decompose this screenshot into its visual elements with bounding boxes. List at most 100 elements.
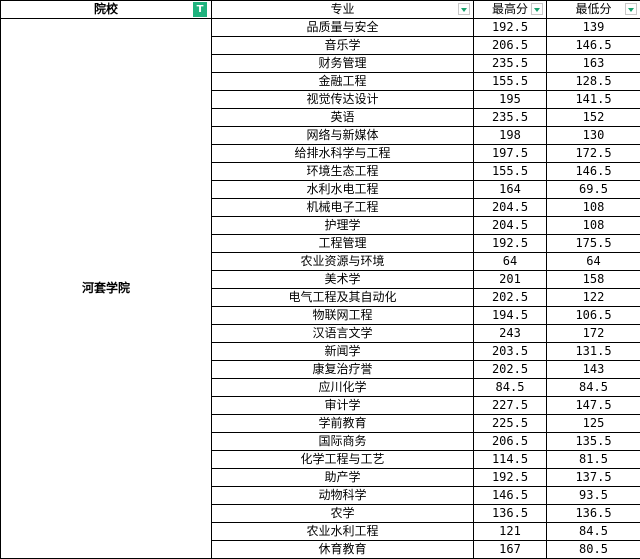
cell-major[interactable]: 音乐学: [211, 36, 474, 55]
cell-major[interactable]: 化学工程与工艺: [211, 450, 474, 469]
cell-major[interactable]: 应川化学: [211, 378, 474, 397]
cell-major[interactable]: 电气工程及其自动化: [211, 288, 474, 307]
cell-major[interactable]: 学前教育: [211, 414, 474, 433]
cell-major[interactable]: 给排水科学与工程: [211, 144, 474, 163]
cell-min-score[interactable]: 146.5: [546, 162, 640, 181]
cell-major[interactable]: 新闻学: [211, 342, 474, 361]
cell-min-score[interactable]: 146.5: [546, 36, 640, 55]
cell-max-score[interactable]: 114.5: [473, 450, 547, 469]
cell-max-score[interactable]: 195: [473, 90, 547, 109]
cell-major[interactable]: 网络与新媒体: [211, 126, 474, 145]
cell-min-score[interactable]: 158: [546, 270, 640, 289]
cell-max-score[interactable]: 197.5: [473, 144, 547, 163]
filter-dropdown-icon[interactable]: [458, 3, 470, 15]
cell-min-score[interactable]: 137.5: [546, 468, 640, 487]
cell-max-score[interactable]: 202.5: [473, 360, 547, 379]
cell-major[interactable]: 水利水电工程: [211, 180, 474, 199]
header-school-label: 院校: [93, 2, 118, 16]
cell-major[interactable]: 休育教育: [211, 540, 474, 559]
cell-max-score[interactable]: 192.5: [473, 468, 547, 487]
cell-major[interactable]: 视觉传达设计: [211, 90, 474, 109]
cell-max-score[interactable]: 146.5: [473, 486, 547, 505]
filter-active-icon[interactable]: T: [193, 2, 207, 17]
cell-major[interactable]: 审计学: [211, 396, 474, 415]
cell-min-score[interactable]: 81.5: [546, 450, 640, 469]
cell-max-score[interactable]: 204.5: [473, 198, 547, 217]
filter-dropdown-icon[interactable]: [531, 3, 543, 15]
cell-min-score[interactable]: 141.5: [546, 90, 640, 109]
cell-min-score[interactable]: 84.5: [546, 522, 640, 541]
cell-min-score[interactable]: 172: [546, 324, 640, 343]
cell-max-score[interactable]: 202.5: [473, 288, 547, 307]
cell-major[interactable]: 农业资源与环境: [211, 252, 474, 271]
cell-min-score[interactable]: 125: [546, 414, 640, 433]
cell-major[interactable]: 环境生态工程: [211, 162, 474, 181]
cell-min-score[interactable]: 69.5: [546, 180, 640, 199]
cell-max-score[interactable]: 225.5: [473, 414, 547, 433]
cell-major[interactable]: 农业水利工程: [211, 522, 474, 541]
cell-min-score[interactable]: 93.5: [546, 486, 640, 505]
cell-major[interactable]: 物联网工程: [211, 306, 474, 325]
cell-major[interactable]: 国际商务: [211, 432, 474, 451]
cell-major[interactable]: 金融工程: [211, 72, 474, 91]
cell-min-score[interactable]: 136.5: [546, 504, 640, 523]
cell-major[interactable]: 康复治疗誉: [211, 360, 474, 379]
cell-max-score[interactable]: 164: [473, 180, 547, 199]
cell-max-score[interactable]: 206.5: [473, 432, 547, 451]
cell-max-score[interactable]: 192.5: [473, 18, 547, 37]
cell-major[interactable]: 英语: [211, 108, 474, 127]
cell-max-score[interactable]: 121: [473, 522, 547, 541]
cell-max-score[interactable]: 235.5: [473, 54, 547, 73]
cell-min-score[interactable]: 130: [546, 126, 640, 145]
cell-max-score[interactable]: 136.5: [473, 504, 547, 523]
cell-min-score[interactable]: 84.5: [546, 378, 640, 397]
cell-min-score[interactable]: 106.5: [546, 306, 640, 325]
cell-major[interactable]: 工程管理: [211, 234, 474, 253]
cell-school[interactable]: 河套学院: [0, 18, 212, 559]
cell-max-score[interactable]: 235.5: [473, 108, 547, 127]
cell-min-score[interactable]: 147.5: [546, 396, 640, 415]
cell-min-score[interactable]: 175.5: [546, 234, 640, 253]
cell-major[interactable]: 品质量与安全: [211, 18, 474, 37]
cell-max-score[interactable]: 198: [473, 126, 547, 145]
cell-major[interactable]: 美术学: [211, 270, 474, 289]
cell-min-score[interactable]: 128.5: [546, 72, 640, 91]
cell-max-score[interactable]: 192.5: [473, 234, 547, 253]
cell-max-score[interactable]: 206.5: [473, 36, 547, 55]
cell-max-score[interactable]: 201: [473, 270, 547, 289]
cell-max-score[interactable]: 84.5: [473, 378, 547, 397]
cell-max-score[interactable]: 243: [473, 324, 547, 343]
header-school: 院校 T: [0, 0, 212, 19]
header-max: 最高分: [473, 0, 547, 19]
header-major-label: 专业: [330, 2, 355, 16]
cell-max-score[interactable]: 64: [473, 252, 547, 271]
cell-min-score[interactable]: 108: [546, 216, 640, 235]
cell-min-score[interactable]: 108: [546, 198, 640, 217]
cell-major[interactable]: 助产学: [211, 468, 474, 487]
cell-major[interactable]: 护理学: [211, 216, 474, 235]
cell-major[interactable]: 财务管理: [211, 54, 474, 73]
cell-max-score[interactable]: 155.5: [473, 72, 547, 91]
cell-min-score[interactable]: 139: [546, 18, 640, 37]
cell-max-score[interactable]: 167: [473, 540, 547, 559]
cell-min-score[interactable]: 64: [546, 252, 640, 271]
cell-min-score[interactable]: 131.5: [546, 342, 640, 361]
cell-min-score[interactable]: 172.5: [546, 144, 640, 163]
filter-dropdown-icon[interactable]: [625, 3, 637, 15]
cell-min-score[interactable]: 143: [546, 360, 640, 379]
cell-major[interactable]: 机械电子工程: [211, 198, 474, 217]
cell-max-score[interactable]: 194.5: [473, 306, 547, 325]
cell-major[interactable]: 动物科学: [211, 486, 474, 505]
cell-max-score[interactable]: 204.5: [473, 216, 547, 235]
cell-min-score[interactable]: 122: [546, 288, 640, 307]
header-row: 院校 T 专业 最高分 最低分: [0, 0, 640, 19]
cell-max-score[interactable]: 155.5: [473, 162, 547, 181]
cell-min-score[interactable]: 152: [546, 108, 640, 127]
cell-major[interactable]: 农学: [211, 504, 474, 523]
cell-max-score[interactable]: 203.5: [473, 342, 547, 361]
cell-min-score[interactable]: 163: [546, 54, 640, 73]
cell-major[interactable]: 汉语言文学: [211, 324, 474, 343]
cell-min-score[interactable]: 80.5: [546, 540, 640, 559]
cell-max-score[interactable]: 227.5: [473, 396, 547, 415]
cell-min-score[interactable]: 135.5: [546, 432, 640, 451]
